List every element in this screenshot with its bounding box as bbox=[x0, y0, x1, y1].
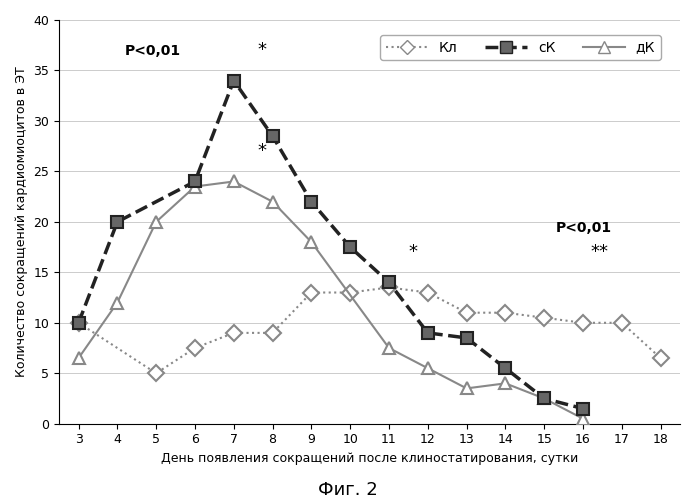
Text: *: * bbox=[257, 142, 266, 160]
Text: *: * bbox=[409, 243, 418, 261]
X-axis label: День появления сокращений после клиностатирования, сутки: День появления сокращений после клиноста… bbox=[161, 452, 578, 465]
Text: P<0,01: P<0,01 bbox=[556, 221, 612, 235]
Text: **: ** bbox=[591, 243, 609, 261]
Y-axis label: Количество сокращений кардиомиоцитов в ЭТ: Количество сокращений кардиомиоцитов в Э… bbox=[15, 66, 28, 377]
Text: P<0,01: P<0,01 bbox=[125, 44, 181, 59]
Text: *: * bbox=[257, 42, 266, 60]
Text: Фиг. 2: Фиг. 2 bbox=[318, 481, 377, 499]
Legend: Кл, сК, дК: Кл, сК, дК bbox=[380, 35, 661, 60]
